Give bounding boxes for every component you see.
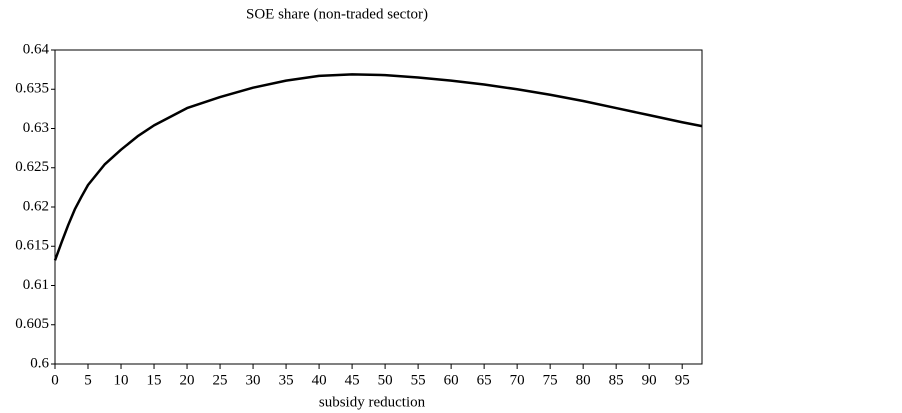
x-tick-label: 25	[213, 372, 228, 388]
x-tick-label: 80	[576, 372, 591, 388]
x-tick-label: 70	[510, 372, 525, 388]
x-axis-label: subsidy reduction	[319, 394, 426, 410]
y-tick-label: 0.605	[15, 316, 49, 332]
y-tick-label: 0.625	[15, 159, 49, 175]
x-tick-label: 50	[378, 372, 393, 388]
x-tick-label: 45	[345, 372, 360, 388]
x-tick-label: 75	[543, 372, 558, 388]
x-tick-label: 20	[180, 372, 195, 388]
x-tick-label: 10	[114, 372, 129, 388]
y-tick-label: 0.63	[23, 120, 49, 136]
y-tick-label: 0.62	[23, 198, 49, 214]
y-tick-label: 0.64	[23, 41, 50, 57]
x-tick-label: 85	[609, 372, 624, 388]
x-tick-label: 35	[279, 372, 294, 388]
x-tick-label: 65	[477, 372, 492, 388]
chart-title: SOE share (non-traded sector)	[246, 6, 428, 22]
x-tick-label: 0	[51, 372, 59, 388]
x-tick-label: 90	[642, 372, 657, 388]
x-tick-label: 40	[312, 372, 327, 388]
y-tick-label: 0.61	[23, 277, 49, 293]
plot-frame	[54, 49, 703, 365]
x-tick-label: 55	[411, 372, 426, 388]
line-series	[53, 73, 703, 261]
x-tick-label: 95	[675, 372, 690, 388]
x-tick-label: 60	[444, 372, 459, 388]
x-tick-label: 15	[147, 372, 162, 388]
y-tick-label: 0.6	[30, 355, 49, 371]
y-tick-label: 0.615	[15, 238, 49, 254]
y-tick-label: 0.635	[15, 81, 49, 97]
x-tick-label: 30	[246, 372, 261, 388]
x-tick-label: 5	[84, 372, 92, 388]
